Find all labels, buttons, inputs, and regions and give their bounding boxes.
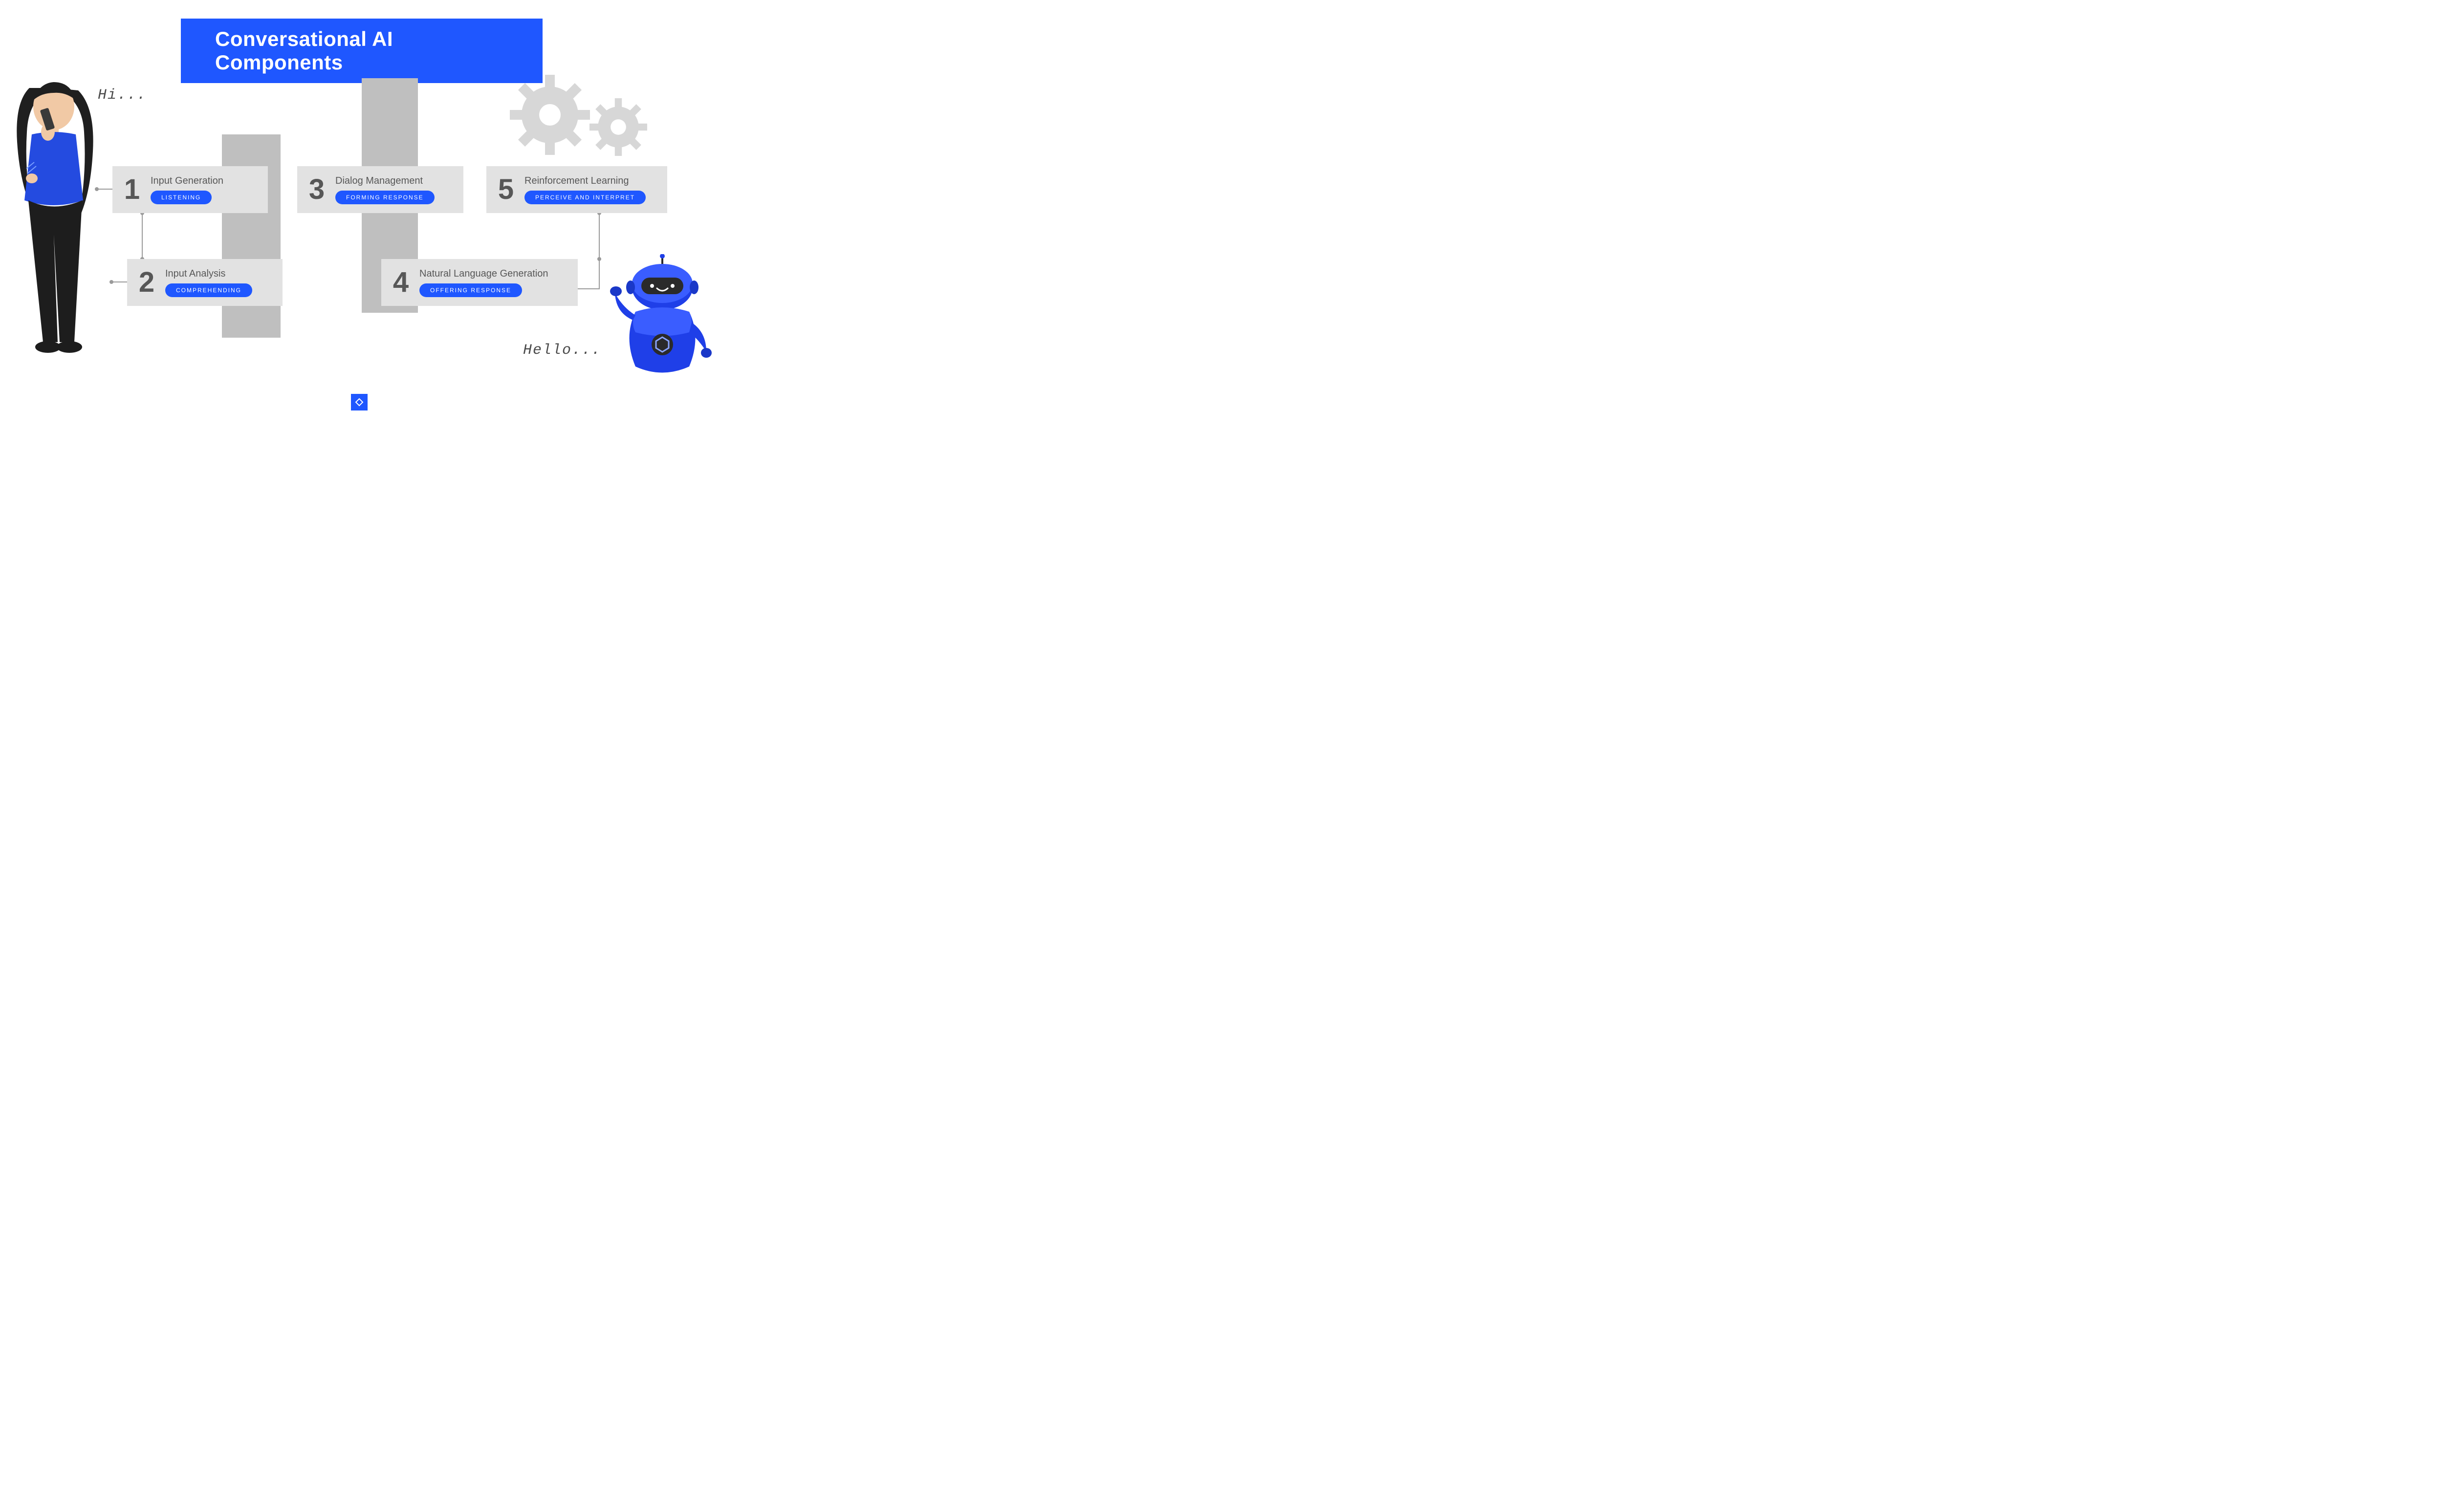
step-badge: FORMING RESPONSE bbox=[335, 191, 435, 204]
step-number: 4 bbox=[390, 268, 412, 297]
step-number: 3 bbox=[306, 175, 327, 204]
logo-mark-icon bbox=[351, 394, 368, 410]
step-title: Dialog Management bbox=[335, 175, 423, 187]
step-card-5: 5 Reinforcement Learning PERCEIVE AND IN… bbox=[486, 166, 667, 213]
step-card-4: 4 Natural Language Generation OFFERING R… bbox=[381, 259, 578, 306]
page-title: Conversational AI Components bbox=[181, 19, 543, 83]
step-title: Reinforcement Learning bbox=[524, 175, 629, 187]
footer-logo bbox=[351, 394, 372, 410]
step-badge: OFFERING RESPONSE bbox=[419, 283, 522, 297]
step-card-3: 3 Dialog Management FORMING RESPONSE bbox=[297, 166, 463, 213]
connector-line bbox=[111, 281, 127, 282]
speech-person: Hi... bbox=[98, 87, 147, 104]
connector-line bbox=[578, 288, 600, 289]
step-title: Input Generation bbox=[151, 175, 223, 187]
step-badge: LISTENING bbox=[151, 191, 212, 204]
step-badge: PERCEIVE AND INTERPRET bbox=[524, 191, 646, 204]
gears-icon bbox=[503, 71, 660, 164]
step-number: 1 bbox=[121, 175, 143, 204]
connector-line bbox=[142, 213, 143, 259]
step-title: Input Analysis bbox=[165, 268, 225, 280]
speech-robot: Hello... bbox=[523, 342, 601, 359]
connector-line bbox=[599, 259, 600, 288]
robot-illustration bbox=[606, 254, 719, 381]
step-card-2: 2 Input Analysis COMPREHENDING bbox=[127, 259, 283, 306]
step-badge: COMPREHENDING bbox=[165, 283, 252, 297]
step-title: Natural Language Generation bbox=[419, 268, 548, 280]
step-card-1: 1 Input Generation LISTENING bbox=[112, 166, 268, 213]
step-number: 5 bbox=[495, 175, 517, 204]
bg-block bbox=[222, 134, 281, 338]
step-number: 2 bbox=[136, 268, 157, 297]
person-illustration bbox=[5, 73, 108, 357]
infographic-stage: Conversational AI Components 1 Input Gen… bbox=[0, 0, 723, 419]
connector-line bbox=[599, 213, 600, 259]
